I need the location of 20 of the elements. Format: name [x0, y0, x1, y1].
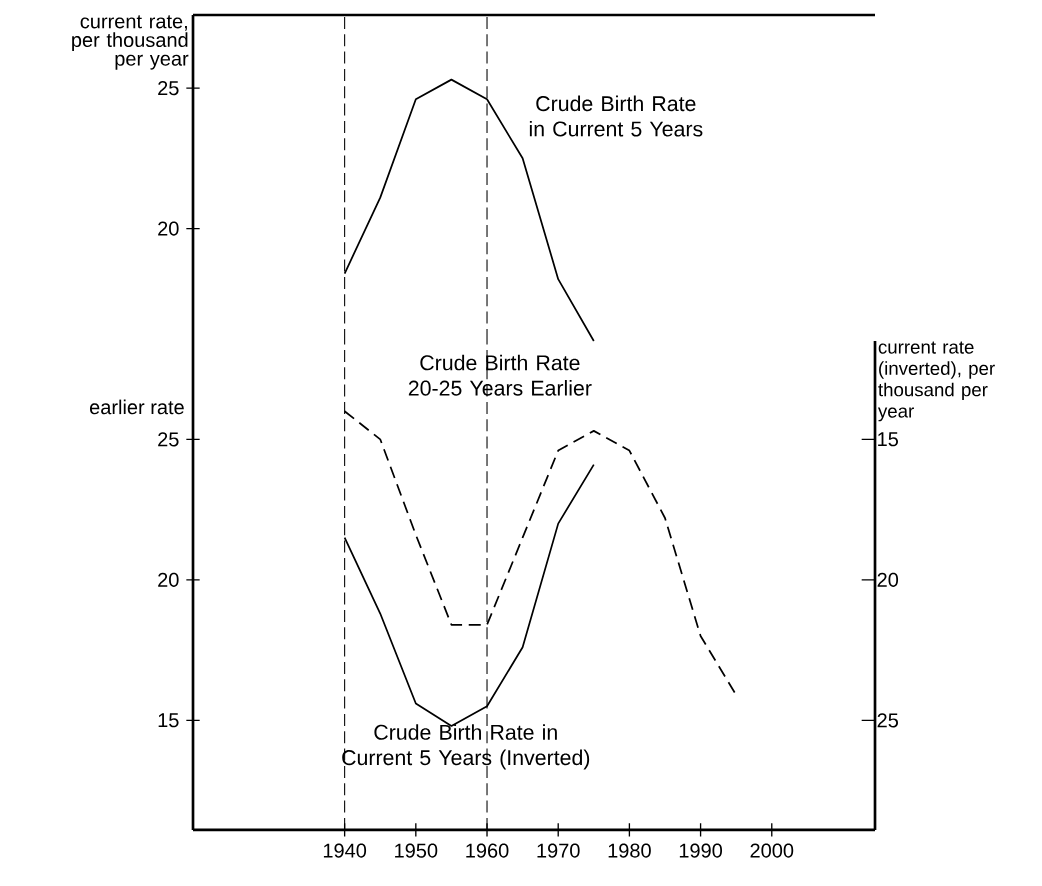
y-axis-title: current rate, per thousand per year	[72, 15, 189, 70]
y2-axis-title: current rate (inverted), per thousand per year	[877, 341, 995, 422]
x-tick-label: 1950	[395, 843, 438, 858]
y2-tick-label: 25	[877, 713, 899, 728]
y2-tick-label: 20	[877, 572, 899, 587]
x-tick-label: 1970	[537, 843, 580, 858]
y-axis-title: earlier rate	[90, 399, 184, 415]
x-tick-label: 1960	[466, 843, 509, 858]
y-tick-label: 25	[158, 80, 179, 96]
y2-tick-label: 15	[878, 432, 899, 447]
series-label: Crude Birth Rate in Current 5 Years (Inverted)	[342, 724, 590, 770]
y-tick-label: 20	[158, 221, 179, 236]
x-tick-label: 1940	[323, 843, 367, 858]
x-tick-label: 1990	[679, 843, 723, 858]
x-tick-label: 1980	[608, 843, 651, 858]
y-tick-label: 15	[158, 713, 179, 728]
y-tick-label: 20	[158, 572, 179, 587]
y-tick-label: 25	[158, 432, 179, 447]
series-label: Crude Birth Rate in Current 5 Years	[529, 95, 703, 137]
x-tick-label: 2000	[750, 843, 794, 858]
